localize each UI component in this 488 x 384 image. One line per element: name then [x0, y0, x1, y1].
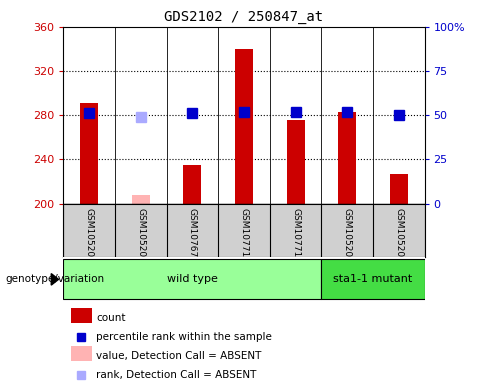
Bar [71, 308, 92, 323]
Text: GSM107670: GSM107670 [188, 208, 197, 263]
Text: genotype/variation: genotype/variation [5, 274, 104, 285]
Bar [80, 103, 98, 204]
Bar [286, 120, 305, 204]
Text: GSM105206: GSM105206 [394, 208, 403, 263]
Bar [132, 195, 150, 204]
Text: GSM105204: GSM105204 [136, 208, 145, 263]
Text: rank, Detection Call = ABSENT: rank, Detection Call = ABSENT [96, 370, 256, 380]
Bar [183, 165, 202, 204]
Title: GDS2102 / 250847_at: GDS2102 / 250847_at [164, 10, 324, 25]
Text: GSM107711: GSM107711 [240, 208, 248, 263]
Text: percentile rank within the sample: percentile rank within the sample [96, 332, 272, 342]
Bar [235, 49, 253, 204]
Text: count: count [96, 313, 125, 323]
Bar [322, 260, 425, 299]
Text: value, Detection Call = ABSENT: value, Detection Call = ABSENT [96, 351, 261, 361]
Bar [63, 260, 322, 299]
Bar [71, 346, 92, 361]
Text: GSM107712: GSM107712 [291, 208, 300, 263]
Text: GSM105203: GSM105203 [85, 208, 94, 263]
Text: sta1-1 mutant: sta1-1 mutant [333, 274, 412, 285]
Bar [390, 174, 408, 204]
Bar [338, 112, 356, 204]
Text: GSM105205: GSM105205 [343, 208, 352, 263]
Text: wild type: wild type [167, 274, 218, 285]
